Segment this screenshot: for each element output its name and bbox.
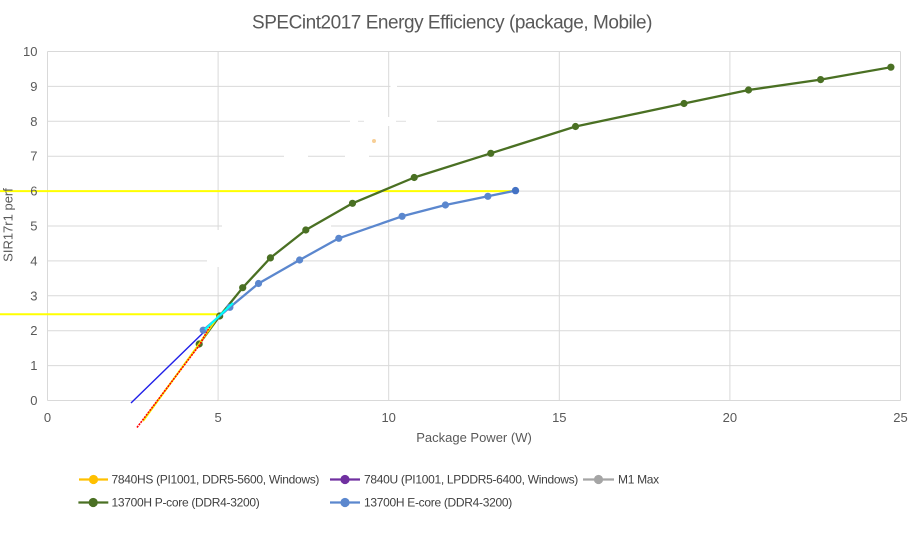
svg-text:0: 0 — [30, 393, 37, 408]
svg-text:7840U (PI1001, LPDDR5-6400, Wi: 7840U (PI1001, LPDDR5-6400, Windows) — [364, 473, 578, 487]
svg-text:5: 5 — [30, 219, 37, 234]
svg-text:1: 1 — [30, 358, 37, 373]
svg-text:6: 6 — [30, 184, 37, 199]
svg-text:20: 20 — [723, 410, 737, 425]
svg-text:13700H P-core (DDR4-3200): 13700H P-core (DDR4-3200) — [112, 496, 260, 510]
svg-text:M1 Max: M1 Max — [618, 473, 659, 487]
svg-text:4: 4 — [30, 253, 37, 268]
svg-text:25: 25 — [893, 410, 907, 425]
svg-text:0: 0 — [44, 410, 51, 425]
svg-text:13700H E-core (DDR4-3200): 13700H E-core (DDR4-3200) — [364, 496, 512, 510]
svg-text:10: 10 — [23, 44, 37, 59]
svg-text:5: 5 — [214, 410, 221, 425]
svg-text:10: 10 — [381, 410, 395, 425]
svg-text:15: 15 — [552, 410, 566, 425]
svg-text:8: 8 — [30, 114, 37, 129]
svg-text:7840HS (PI1001, DDR5-5600, Win: 7840HS (PI1001, DDR5-5600, Windows) — [112, 473, 320, 487]
svg-text:2: 2 — [30, 323, 37, 338]
svg-text:SPECint2017 Energy Efficiency: SPECint2017 Energy Efficiency (package, … — [252, 13, 652, 34]
svg-text:3: 3 — [30, 288, 37, 303]
svg-text:9: 9 — [30, 79, 37, 94]
svg-text:7: 7 — [30, 149, 37, 164]
svg-text:Package Power (W): Package Power (W) — [416, 430, 532, 445]
svg-text:SIR17r1 perf: SIR17r1 perf — [1, 188, 16, 262]
